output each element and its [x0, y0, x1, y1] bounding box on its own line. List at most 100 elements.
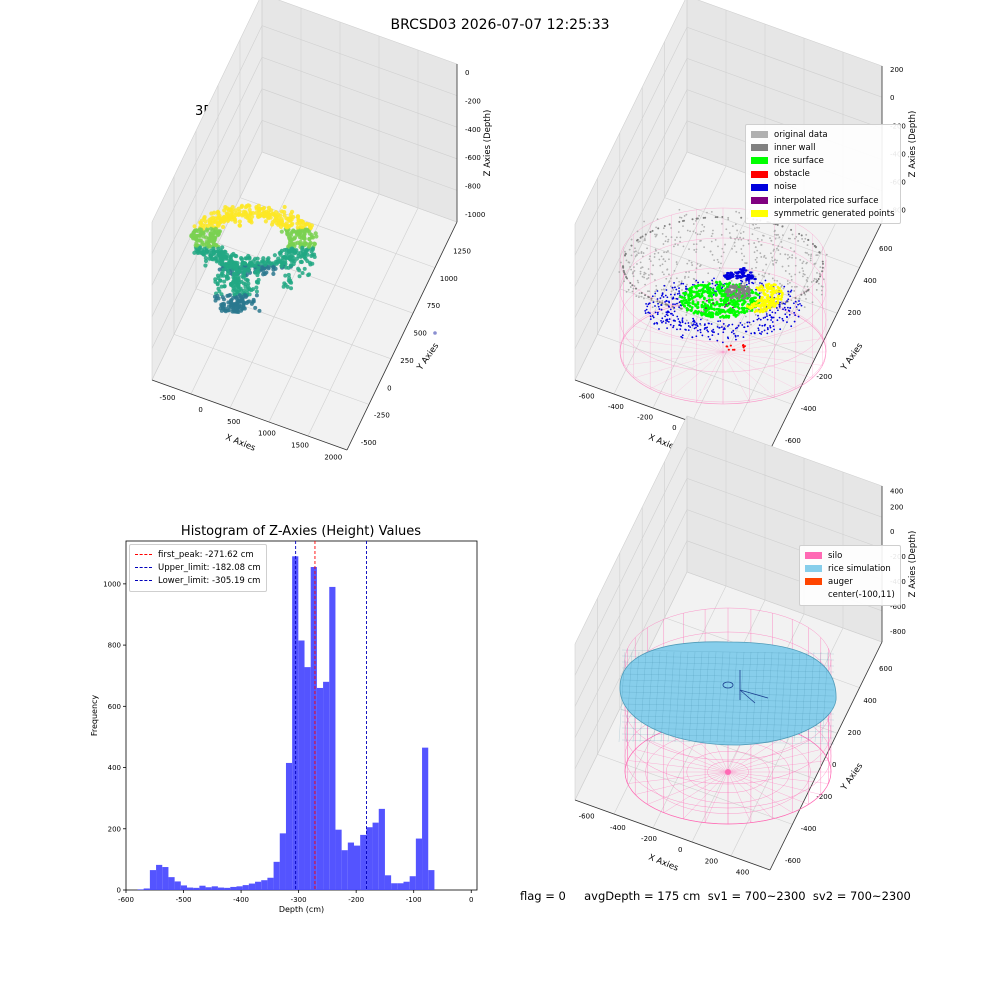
rice-surface-point [718, 280, 722, 284]
z-tick-label: 0 [890, 528, 894, 536]
raw-point [225, 271, 230, 276]
legend-label: Upper_limit: -182.08 cm [158, 562, 261, 573]
inner-wall-point [748, 294, 752, 297]
raw-point [266, 256, 271, 261]
inner-wall-point [647, 295, 650, 298]
original-data-point [712, 229, 714, 232]
symmetric-point [775, 297, 779, 301]
noise-point [719, 320, 722, 322]
original-data-point [724, 324, 727, 327]
noise-point [660, 304, 663, 306]
rice-surface-point [710, 298, 714, 302]
raw-point [203, 258, 209, 264]
noise-point [742, 266, 746, 270]
y-tick-label: 250 [400, 357, 413, 365]
original-data-point [806, 285, 809, 288]
rice-surface-point [689, 294, 692, 298]
raw-point [218, 256, 223, 261]
legend-entry: original data [751, 128, 895, 141]
gridline [173, 334, 370, 405]
original-data-point [654, 233, 656, 236]
histogram-bar [205, 887, 212, 890]
raw-point [215, 249, 220, 254]
legend-entry: first_peak: -271.62 cm [135, 548, 261, 561]
original-data-point [681, 289, 683, 291]
inner-wall-point [635, 287, 638, 290]
original-data-point [693, 249, 696, 251]
panel0-axes-box [151, 0, 458, 451]
original-data-point [692, 223, 695, 225]
noise-point [689, 326, 692, 329]
noise-point [790, 289, 793, 292]
original-data-point [755, 266, 757, 269]
rice-surface-point [734, 310, 738, 314]
original-data-point [815, 288, 818, 291]
noise-point [655, 321, 658, 324]
original-data-point [786, 282, 789, 285]
x-tick-label: 400 [736, 869, 749, 877]
original-data-point [679, 236, 682, 239]
noise-point [767, 328, 769, 331]
noise-point [660, 294, 663, 297]
y-tick-label: -600 [785, 857, 801, 865]
rice-mesh-line [621, 709, 835, 715]
raw-point [289, 286, 294, 291]
rice-surface-point [720, 292, 724, 296]
noise-point [696, 329, 699, 332]
original-data-point [654, 295, 656, 298]
original-data-point [750, 323, 752, 326]
rice-surface-point [728, 310, 731, 314]
raw-point [286, 265, 291, 270]
rice-surface-point [736, 299, 740, 303]
legend-label: noise [774, 182, 797, 193]
inner-wall-point [740, 216, 743, 219]
inner-wall-point [640, 291, 643, 294]
rice-surface-point [718, 303, 721, 306]
raw-point [203, 255, 209, 261]
noise-point [785, 315, 788, 318]
original-data-point [781, 265, 784, 268]
original-data-point [756, 226, 758, 229]
raw-outlier-point [433, 331, 437, 335]
silo-wire-line [727, 771, 773, 819]
noise-point [739, 321, 742, 324]
rice-surface-point [681, 303, 685, 306]
original-data-point [825, 253, 828, 256]
raw-point [226, 308, 231, 313]
rice-surface-point [725, 282, 728, 286]
noise-point [668, 311, 670, 314]
original-data-point [772, 263, 775, 266]
original-data-point [652, 264, 655, 267]
original-data-point [735, 210, 738, 213]
noise-point [646, 305, 649, 308]
legend-entry: silo [805, 549, 895, 562]
inner-wall-point [704, 216, 707, 219]
noise-point [652, 301, 655, 304]
noise-point [717, 320, 719, 323]
x-tick-label: -200 [637, 414, 653, 422]
silo-wire-line [722, 325, 813, 353]
rice-surface-point [688, 301, 691, 305]
rice-surface-point [723, 310, 727, 314]
inner-wall-point [630, 244, 633, 247]
noise-point [739, 276, 743, 279]
original-data-point [806, 261, 808, 264]
raw-point [310, 247, 315, 252]
interpolated-point [712, 302, 715, 305]
original-data-point [646, 277, 648, 280]
original-data-point [634, 255, 637, 258]
raw-point [217, 267, 222, 272]
histogram-bar [360, 834, 367, 890]
raw-point [248, 210, 253, 215]
symmetric-point [777, 287, 781, 290]
raw-point [193, 235, 198, 241]
rice-mesh-line [621, 715, 835, 721]
gridline [307, 207, 419, 437]
inner-wall-point [734, 295, 737, 299]
inner-wall-point [729, 290, 732, 294]
original-data-point [757, 240, 760, 243]
original-data-point [710, 210, 713, 213]
x-tick-label: 1500 [291, 442, 309, 450]
original-data-point [633, 285, 636, 287]
original-data-point [802, 290, 805, 293]
